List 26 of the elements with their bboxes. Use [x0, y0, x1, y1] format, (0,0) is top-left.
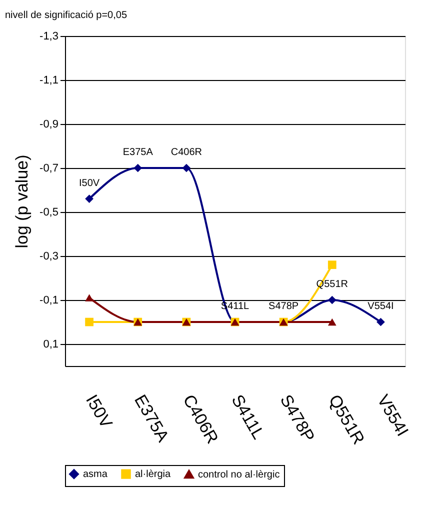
point	[376, 318, 385, 326]
y-tick-label: -0,9	[40, 118, 58, 130]
legend-label: control no al·lèrgic	[198, 469, 280, 480]
y-tick-label: -0,5	[40, 206, 58, 218]
y-tick-label: -0,1	[40, 294, 58, 306]
y-tick-label: -1,1	[40, 74, 58, 86]
annotation: I50V	[78, 178, 100, 189]
point	[182, 164, 191, 172]
annotation: V554I	[368, 301, 394, 312]
y-tick-label: 0,1	[43, 338, 58, 350]
annotation: E375A	[122, 147, 154, 158]
point	[85, 194, 94, 203]
point	[328, 260, 336, 269]
y-tick-label: -0,7	[40, 162, 58, 174]
point	[85, 294, 94, 302]
legend-label: al·lèrgia	[135, 469, 172, 480]
y-axis-title: log (p value)	[12, 154, 32, 248]
point	[328, 318, 336, 326]
y-tick-label: -0,3	[40, 250, 58, 262]
annotation: C406R	[170, 147, 202, 158]
point	[85, 318, 94, 326]
chart-title: nivell de significació p=0,05	[5, 10, 128, 21]
y-tick-label: -1,3	[40, 30, 58, 42]
legend-label: asma	[83, 469, 108, 480]
annotation: S478P	[268, 301, 299, 312]
point	[328, 296, 336, 304]
